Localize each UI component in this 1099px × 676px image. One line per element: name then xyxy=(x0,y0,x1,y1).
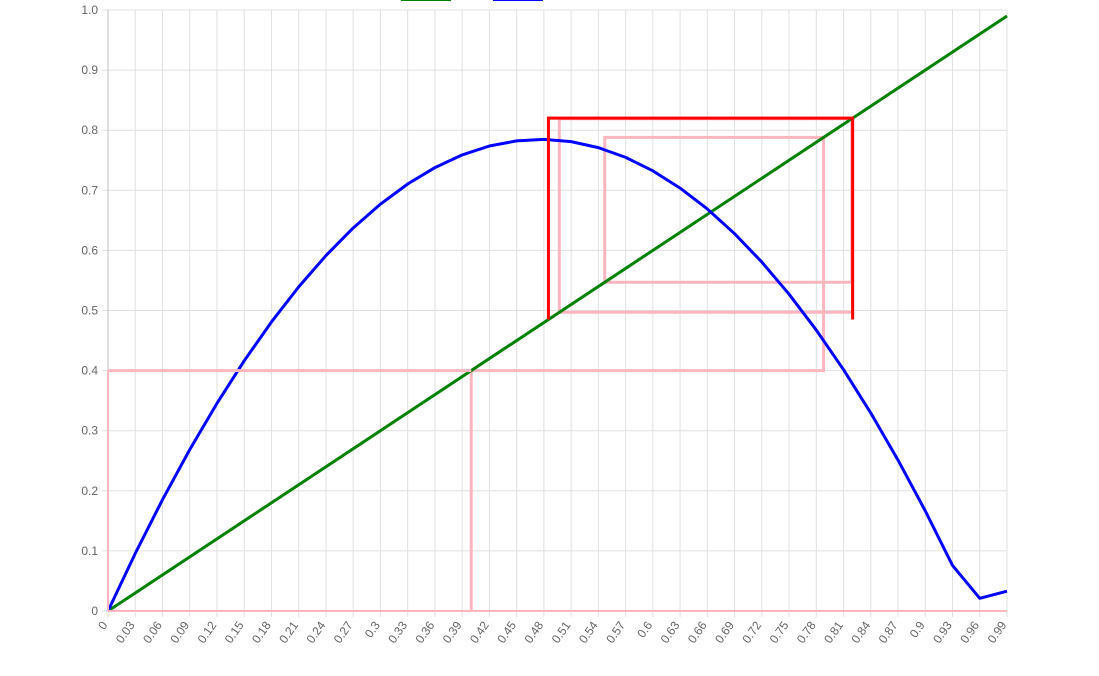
y-tick-label: 0.3 xyxy=(81,424,98,438)
x-tick-label: 0.69 xyxy=(712,618,737,645)
x-tick-label: 0.84 xyxy=(848,618,873,645)
x-tick-label: 0.33 xyxy=(385,618,410,645)
x-tick-label: 0.39 xyxy=(440,618,465,645)
x-tick-label: 0.27 xyxy=(331,618,356,645)
x-tick-label: 0.15 xyxy=(222,618,247,645)
x-tick-label: 0.87 xyxy=(876,618,901,645)
y-tick-label: 0 xyxy=(91,604,98,618)
x-tick-labels: 0 0.03 0.06 0.09 0.12 0.15 0.18 0.21 0.24 0.27 0.3… xyxy=(95,618,1009,645)
y-tick-label: 0.7 xyxy=(81,183,98,197)
x-tick-label: 0.18 xyxy=(249,618,274,645)
x-tick-label: 0.42 xyxy=(467,618,492,645)
x-tick-label: 0.24 xyxy=(304,618,329,645)
x-tick-label: 0.72 xyxy=(739,618,764,645)
y-tick-label: 0.9 xyxy=(81,63,98,77)
x-tick-label: 0.21 xyxy=(276,618,301,645)
x-tick-label: 0.93 xyxy=(930,618,955,645)
x-tick-label: 0.63 xyxy=(658,618,683,645)
series-line-cobweb-history xyxy=(469,116,855,611)
x-tick-label: 0.3 xyxy=(362,618,383,640)
y-tick-label: 0.5 xyxy=(81,304,98,318)
x-tick-label: 0.48 xyxy=(521,618,546,645)
y-tick-label: 0.4 xyxy=(81,364,98,378)
x-tick-label: 0.66 xyxy=(685,618,710,645)
series-layer xyxy=(106,14,1008,613)
x-tick-label: 0.81 xyxy=(821,618,846,645)
x-tick-label: 0.06 xyxy=(140,618,165,645)
y-tick-label: 0.2 xyxy=(81,484,98,498)
x-tick-label: 0.54 xyxy=(576,618,601,645)
x-tick-label: 0 xyxy=(95,618,110,632)
x-tick-label: 0.45 xyxy=(494,618,519,645)
x-tick-label: 0.57 xyxy=(603,618,628,645)
series-line-identity xyxy=(107,14,1008,613)
x-tick-label: 0.6 xyxy=(634,618,655,640)
y-tick-labels: 0 0.1 0.2 0.3 0.4 0.5 0.6 0.7 0.8 0.9 1.0 xyxy=(81,3,98,618)
y-tick-label: 0.1 xyxy=(81,544,98,558)
x-tick-label: 0.09 xyxy=(167,618,192,645)
x-tick-label: 0.96 xyxy=(957,618,982,645)
x-tick-label: 0.9 xyxy=(907,618,928,640)
series-line-map xyxy=(106,137,1008,612)
x-tick-label: 0.12 xyxy=(195,618,220,645)
x-tick-label: 0.03 xyxy=(113,618,138,645)
x-tick-label: 0.75 xyxy=(767,618,792,645)
y-tick-label: 1.0 xyxy=(81,3,98,17)
y-tick-label: 0.6 xyxy=(81,243,98,257)
x-tick-label: 0.51 xyxy=(549,618,574,645)
x-tick-label: 0.36 xyxy=(413,618,438,645)
x-tick-label: 0.99 xyxy=(985,618,1010,645)
series-line-cobweb-current xyxy=(546,116,855,320)
y-tick-label: 0.8 xyxy=(81,123,98,137)
x-tick-label: 0.78 xyxy=(794,618,819,645)
